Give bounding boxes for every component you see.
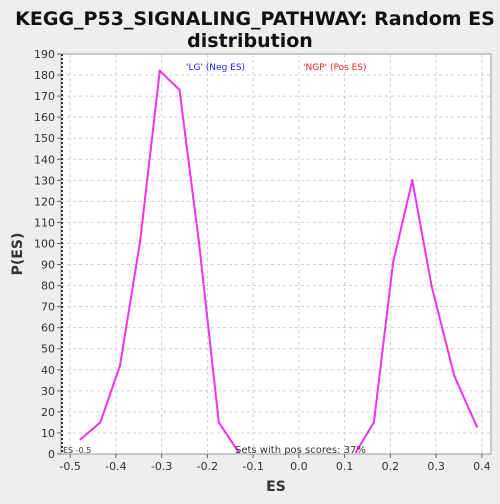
y-tick-label: 0 bbox=[48, 448, 55, 461]
series-point bbox=[217, 421, 221, 424]
chart-title-line-1: KEGG_P53_SIGNALING_PATHWAY: Random ES bbox=[15, 8, 495, 30]
grid-lines bbox=[61, 54, 491, 454]
x-tick-label: 0.0 bbox=[290, 460, 308, 473]
series-point bbox=[178, 88, 181, 91]
y-tick-label: 50 bbox=[41, 343, 55, 356]
x-tick-label: 0.4 bbox=[473, 460, 491, 473]
series-point bbox=[411, 179, 414, 182]
y-tick-label: 40 bbox=[41, 364, 55, 377]
y-tick-label: 10 bbox=[41, 427, 55, 440]
series-point bbox=[391, 261, 395, 264]
series-point bbox=[430, 284, 433, 287]
y-tick-label: 70 bbox=[41, 301, 55, 314]
y-tick-label: 30 bbox=[41, 385, 55, 398]
y-tick-label: 160 bbox=[34, 111, 55, 124]
x-tick-label: -0.1 bbox=[242, 460, 263, 473]
y-tick-label: 110 bbox=[34, 216, 55, 229]
x-tick-label: 0.1 bbox=[336, 460, 354, 473]
chart-title-line-2: distribution bbox=[187, 30, 313, 52]
series-point bbox=[79, 438, 82, 441]
y-tick-label: 130 bbox=[34, 174, 55, 187]
series-point bbox=[158, 69, 162, 73]
x-tick-label: 0.2 bbox=[382, 460, 400, 473]
x-tick-label: 0.3 bbox=[427, 460, 445, 473]
x-tick-label: -0.3 bbox=[151, 460, 172, 473]
series-point bbox=[453, 374, 456, 378]
y-tick-label: 140 bbox=[34, 153, 55, 166]
y-tick-label: 60 bbox=[41, 322, 55, 335]
y-tick-label: 120 bbox=[34, 195, 55, 208]
y-tick-label: 170 bbox=[34, 90, 55, 103]
pos-es-legend-label: 'NGP' (Pos ES) bbox=[303, 63, 367, 73]
series-point bbox=[237, 450, 240, 454]
y-tick-label: 90 bbox=[41, 259, 55, 272]
pos-scores-annotation: Sets with pos scores: 37% bbox=[235, 445, 366, 456]
series-point bbox=[475, 425, 479, 428]
series-point bbox=[138, 240, 142, 243]
x-axis-label: ES bbox=[266, 479, 286, 495]
neg-es-legend-label: 'LG' (Neg ES) bbox=[186, 63, 245, 73]
series-point bbox=[99, 421, 102, 424]
y-tick-label: 20 bbox=[41, 406, 55, 419]
y-tick-label: 150 bbox=[34, 132, 55, 145]
y-tick-label: 180 bbox=[34, 69, 55, 82]
axes: 0 10 20 30 40 50 60 70 80 90 100 110 120 130 140 150 160… bbox=[34, 48, 491, 473]
y-tick-label: 190 bbox=[34, 48, 55, 61]
y-tick-label: 80 bbox=[41, 280, 55, 293]
y-tick-label: 100 bbox=[34, 237, 55, 250]
x-tick-label: -0.2 bbox=[197, 460, 218, 473]
x-tick-label: -0.5 bbox=[59, 460, 80, 473]
es-marker-annotation: ES -0.5 bbox=[63, 446, 91, 455]
series-lines bbox=[79, 69, 479, 454]
x-tick-label: -0.4 bbox=[105, 460, 126, 473]
y-axis-label: P(ES) bbox=[10, 233, 26, 276]
series-point bbox=[197, 242, 201, 245]
plot-area bbox=[60, 53, 492, 455]
series-point bbox=[372, 421, 376, 424]
series-point bbox=[118, 364, 122, 367]
series-point bbox=[354, 450, 358, 454]
